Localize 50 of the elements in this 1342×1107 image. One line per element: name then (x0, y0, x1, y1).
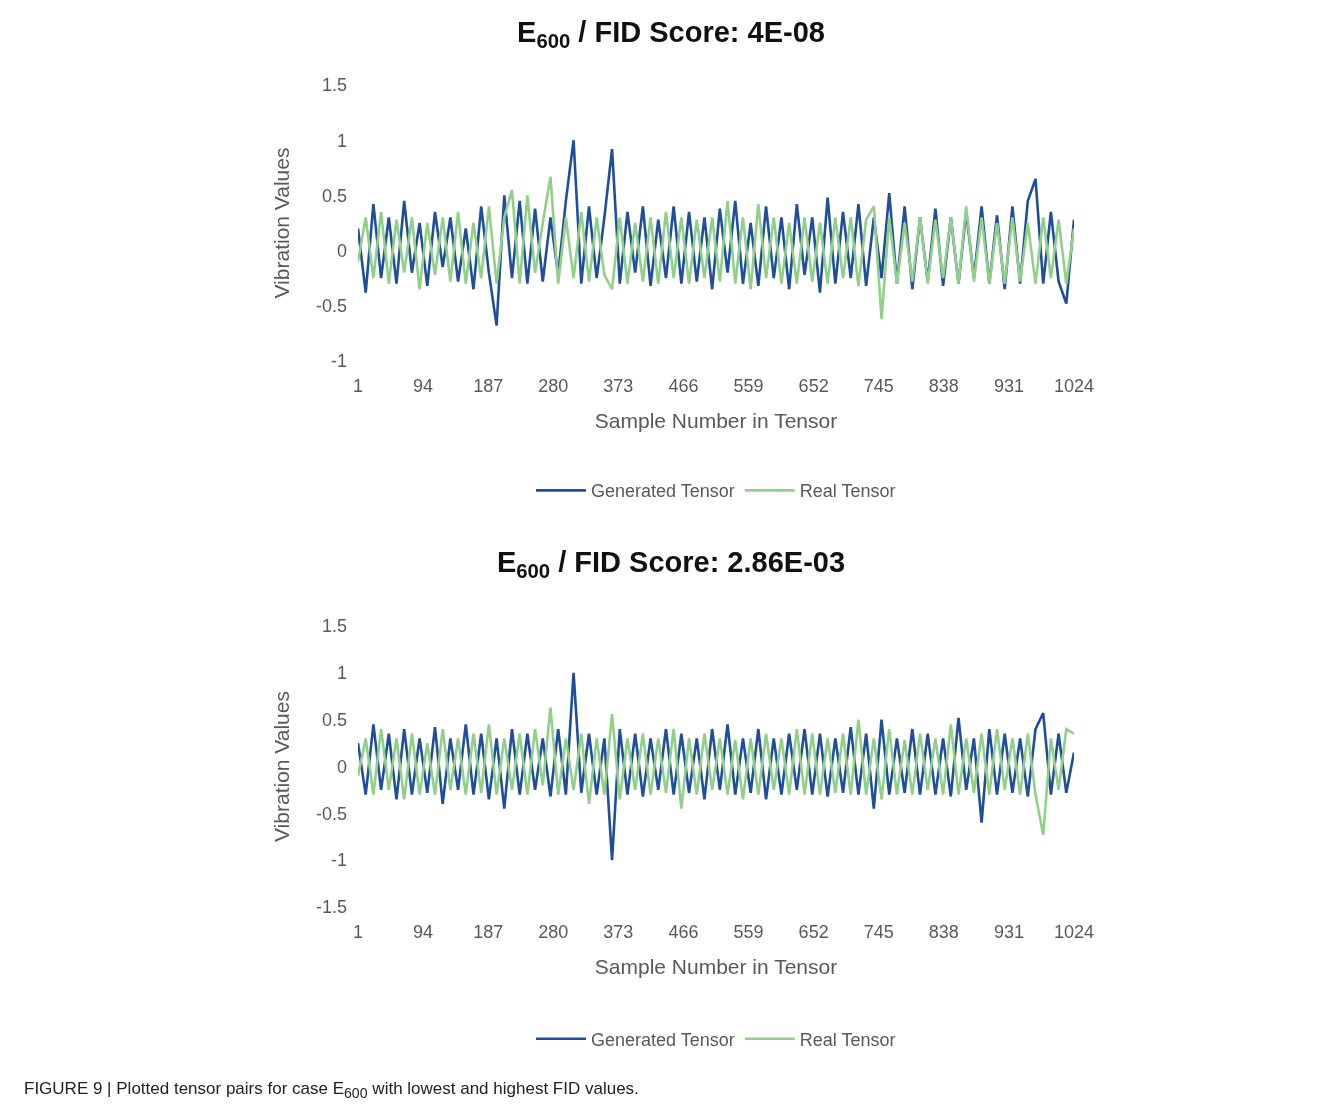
x-tick-label: 652 (798, 922, 829, 942)
x-axis-title: Sample Number in Tensor (594, 409, 838, 433)
x-tick-label: 466 (668, 922, 699, 942)
caption: FIGURE 9 | Plotted tensor pairs for case E$_{600}$ with lowest and highest FID values. (23, 1078, 640, 1104)
x-tick-label: 373 (603, 376, 634, 396)
legend-label: Real Tensor (799, 1029, 896, 1050)
x-tick-label: 559 (733, 376, 764, 396)
y-tick-label: 0 (336, 756, 347, 777)
y-tick-label: 1 (336, 130, 347, 151)
y-tick-label: 0.5 (321, 185, 347, 206)
chart-title: E$_{600}$ / FID Score: 2.86E-03 (496, 546, 846, 583)
x-tick-label: 187 (473, 376, 504, 396)
x-tick-label: 94 (413, 376, 434, 396)
legend-label: Generated Tensor (591, 481, 735, 502)
y-axis-title: Vibration Values (270, 147, 294, 299)
x-tick-label: 94 (413, 922, 434, 942)
chart-title: E$_{600}$ / FID Score: 4E-08 (517, 16, 825, 53)
x-tick-label: 1 (352, 922, 364, 942)
x-tick-label: 280 (538, 922, 569, 942)
x-tick-label: 1 (352, 376, 364, 396)
y-tick-label: -1 (330, 850, 347, 871)
y-tick-label: -0.5 (315, 803, 347, 824)
y-tick-label: 0.5 (321, 709, 347, 730)
y-tick-label: 0 (336, 240, 347, 261)
x-tick-label: 931 (993, 922, 1024, 942)
y-axis-title: Vibration Values (270, 691, 294, 842)
x-tick-label: 1024 (1053, 922, 1095, 942)
x-axis-title: Sample Number in Tensor (594, 955, 838, 979)
y-tick-label: -1.5 (315, 897, 347, 918)
y-tick-label: -0.5 (315, 296, 347, 317)
y-tick-label: 1 (336, 663, 347, 684)
x-tick-label: 745 (863, 376, 894, 396)
legend-label: Generated Tensor (591, 1029, 735, 1050)
x-tick-label: 466 (668, 376, 699, 396)
line-series (358, 706, 1074, 837)
x-tick-label: 373 (603, 922, 634, 942)
x-tick-label: 838 (928, 922, 959, 942)
x-tick-label: 1024 (1053, 376, 1095, 396)
y-tick-label: -1 (330, 351, 347, 372)
x-tick-label: 187 (473, 922, 504, 942)
x-tick-label: 931 (993, 376, 1024, 396)
x-tick-label: 838 (928, 376, 959, 396)
legend-label: Real Tensor (799, 481, 896, 502)
y-tick-label: 1.5 (321, 75, 347, 96)
x-tick-label: 559 (733, 922, 764, 942)
y-tick-label: 1.5 (321, 616, 347, 637)
x-tick-label: 280 (538, 376, 569, 396)
line-series (358, 175, 1074, 321)
x-tick-label: 652 (798, 376, 829, 396)
x-tick-label: 745 (863, 922, 894, 942)
